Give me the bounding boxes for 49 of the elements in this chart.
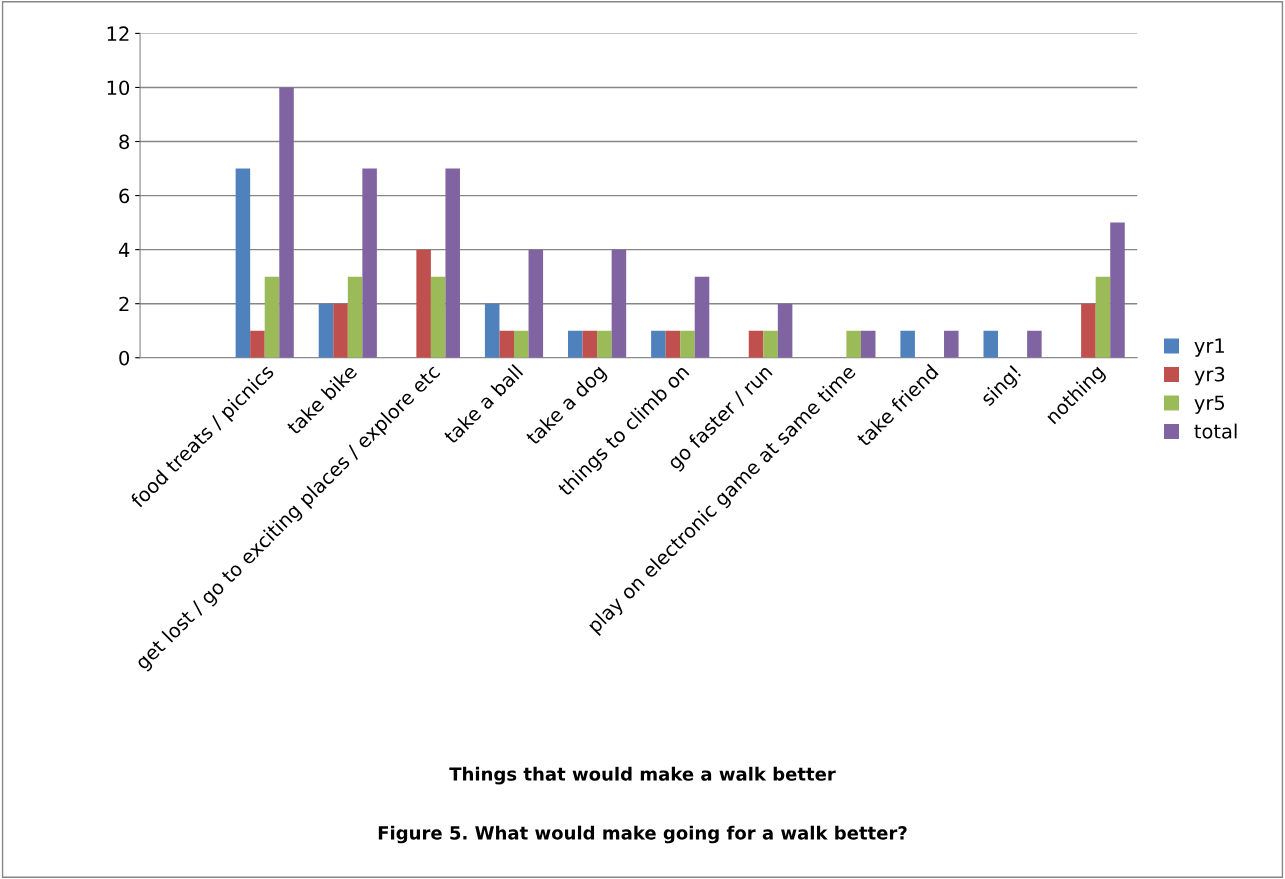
bar [279, 87, 294, 358]
bar [333, 303, 348, 358]
y-tick-label: 8 [119, 134, 130, 150]
legend-label: total [1194, 423, 1237, 439]
caption: Figure 5. What would make going for a walk better? [378, 825, 907, 844]
bar [430, 276, 446, 358]
bar [1095, 276, 1111, 358]
legend-label: yr5 [1194, 395, 1225, 414]
y-tick-label: 4 [118, 242, 130, 258]
bar [763, 330, 778, 358]
bar [235, 168, 251, 358]
bar [1027, 330, 1042, 358]
y-tick-label: 0 [119, 350, 130, 366]
bar [362, 168, 377, 358]
bar [499, 330, 514, 358]
text: Things that would make a walk better [449, 766, 836, 785]
bar [611, 249, 627, 358]
y-tick-label: 10 [107, 80, 130, 96]
bar [680, 330, 695, 358]
y-tick-label: 6 [119, 188, 130, 204]
bar [860, 330, 876, 358]
bar [445, 168, 460, 358]
bar [694, 276, 710, 358]
legend-label: yr3 [1194, 366, 1225, 386]
bar [416, 249, 431, 358]
legend-label: yr1 [1194, 338, 1224, 357]
y-tick-label: 12 [107, 26, 129, 41]
bar [651, 330, 666, 358]
bar [777, 303, 793, 358]
bar [484, 303, 500, 358]
bar [944, 330, 959, 358]
bar [748, 330, 764, 358]
bar [347, 276, 363, 358]
bar [597, 330, 612, 358]
bar [568, 330, 583, 358]
bar [318, 303, 334, 358]
bar [846, 330, 861, 358]
bar [250, 330, 265, 358]
bar [264, 276, 280, 358]
y-tick-label: 2 [119, 296, 129, 312]
bar [582, 330, 598, 358]
bar [528, 249, 544, 358]
bar [1081, 303, 1096, 358]
bar [900, 330, 915, 358]
bar [514, 330, 529, 358]
bar [1110, 222, 1125, 358]
bar [983, 330, 999, 358]
bar [665, 330, 681, 358]
x-tick-label: take a ball [442, 363, 524, 445]
